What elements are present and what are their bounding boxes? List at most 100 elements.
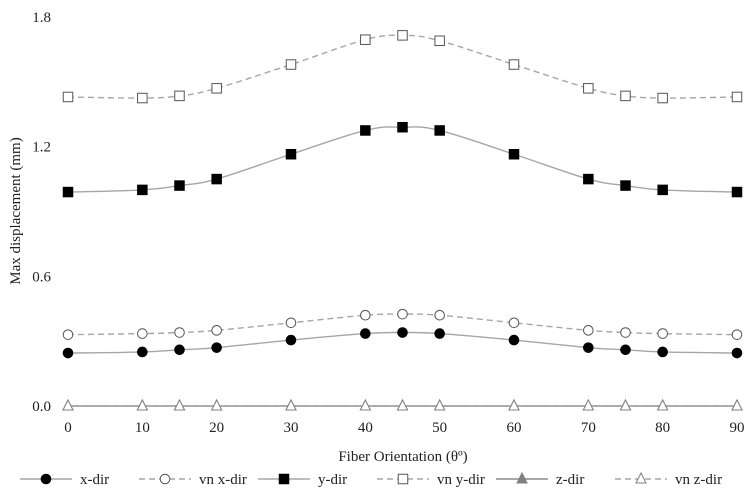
data-point (211, 83, 222, 94)
data-point (657, 184, 668, 196)
data-point (620, 344, 631, 356)
legend-item: vn z-dir (615, 471, 722, 488)
legend-marker (40, 473, 52, 485)
data-point (397, 30, 408, 41)
data-point (62, 398, 74, 411)
data-point (396, 398, 409, 411)
legend-marker (516, 471, 528, 484)
data-point (508, 59, 520, 70)
legend-item: z-dir (496, 471, 584, 488)
data-point (360, 309, 371, 321)
legend-item: y-dir (258, 472, 347, 488)
x-tick-label: 20 (209, 420, 224, 436)
data-point (508, 317, 520, 329)
legend-marker (397, 473, 409, 485)
x-axis-title: Fiber Orientation (θº) (338, 449, 467, 465)
series-vn-z-dir (62, 398, 743, 411)
data-point (62, 347, 74, 359)
data-point (620, 90, 631, 102)
data-point (137, 328, 148, 339)
x-tick-label: 80 (655, 420, 670, 436)
y-tick-label: 0.6 (32, 269, 51, 285)
data-point (657, 328, 668, 339)
data-point (434, 125, 445, 136)
data-point (620, 327, 631, 338)
data-point (359, 398, 372, 411)
data-point (508, 398, 520, 411)
legend-item: x-dir (20, 472, 109, 488)
x-tick-label: 10 (135, 420, 150, 436)
data-point (434, 328, 445, 339)
data-point (285, 148, 297, 160)
data-point (434, 309, 445, 321)
legend-marker (159, 473, 171, 485)
data-point (657, 92, 668, 104)
data-point (583, 325, 594, 336)
series-x-dir (62, 327, 743, 359)
data-point (174, 90, 185, 102)
y-tick-label: 1.8 (32, 10, 51, 26)
series-line (67, 126, 738, 193)
x-tick-label: 30 (284, 420, 299, 436)
legend-label: vn z-dir (675, 472, 722, 488)
series-vn-y-dir (62, 30, 743, 104)
data-point (433, 398, 446, 411)
legend-marker (635, 471, 647, 484)
data-point (583, 342, 594, 353)
x-tick-label: 0 (64, 420, 72, 436)
legend-item: vn x-dir (139, 472, 247, 488)
data-point (731, 186, 743, 198)
data-point (173, 398, 186, 411)
legend-marker (278, 473, 290, 485)
data-point (360, 125, 371, 136)
y-tick-label: 0.0 (32, 399, 51, 415)
data-point (508, 148, 520, 160)
data-point (731, 91, 743, 103)
x-tick-label: 50 (432, 420, 447, 436)
data-point (397, 327, 408, 338)
legend-item: vn y-dir (377, 472, 485, 488)
data-point (210, 398, 223, 411)
data-point (136, 398, 149, 411)
legend-label: x-dir (80, 472, 109, 488)
data-point (583, 173, 594, 185)
y-tick-label: 1.2 (32, 140, 51, 156)
data-point (397, 308, 408, 320)
data-point (656, 398, 669, 411)
x-tick-label: 90 (730, 420, 745, 436)
series-line (67, 34, 738, 99)
data-point (62, 329, 74, 340)
axes: 0.0 0.6 1.2 1.8 0 10 20 30 40 50 60 70 80 90 (32, 10, 744, 436)
data-point (285, 398, 297, 411)
data-point (434, 35, 445, 47)
data-point (174, 180, 185, 191)
data-point (211, 173, 222, 185)
legend-label: y-dir (318, 472, 347, 488)
series-vn-x-dir (62, 308, 743, 340)
data-point (211, 325, 222, 336)
data-point (285, 59, 297, 70)
data-point (508, 334, 520, 346)
data-point (620, 180, 631, 191)
data-point (174, 327, 185, 338)
data-point (582, 398, 595, 411)
data-point (211, 342, 222, 353)
data-point (285, 317, 297, 329)
data-point (397, 121, 408, 133)
data-point (62, 91, 74, 103)
data-point (137, 184, 148, 196)
x-tick-label: 70 (581, 420, 596, 436)
data-point (731, 398, 743, 411)
data-point (619, 398, 632, 411)
data-point (657, 346, 668, 358)
data-point (360, 34, 371, 45)
data-point (731, 347, 743, 359)
data-point (285, 334, 297, 346)
legend: x-dir vn x-dir y-dir vn y-dir z-dir vn z-dir (20, 471, 722, 488)
data-point (62, 186, 74, 198)
legend-label: vn x-dir (199, 472, 247, 488)
data-point (583, 83, 594, 94)
data-point (137, 346, 148, 358)
